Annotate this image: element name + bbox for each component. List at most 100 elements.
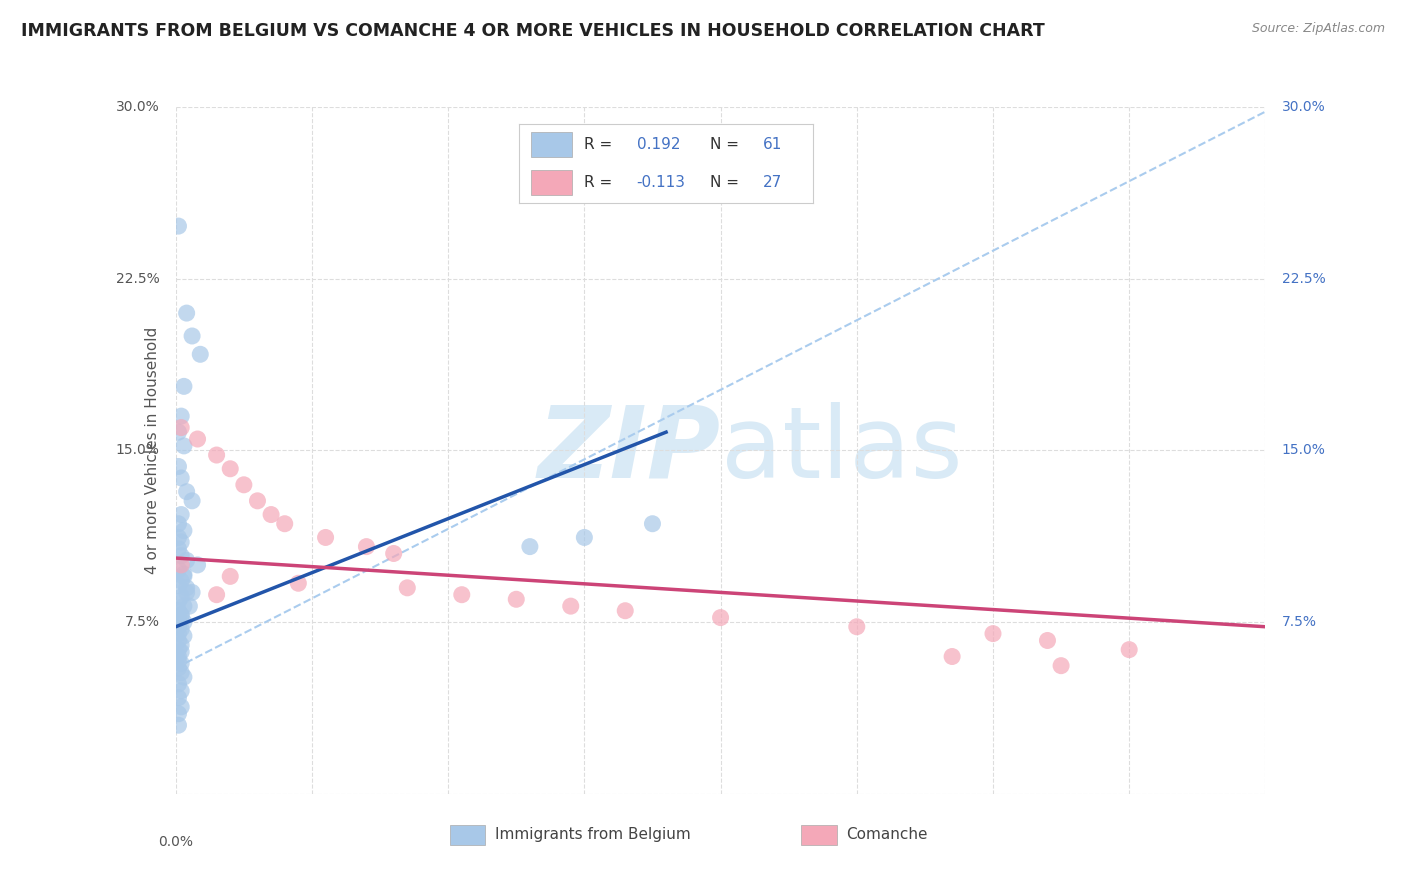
Point — [167, 706, 190, 721]
Point — [170, 549, 193, 563]
Point — [188, 347, 211, 361]
Point — [981, 626, 1004, 640]
Point — [167, 610, 190, 624]
Point — [170, 645, 193, 659]
Point — [170, 638, 193, 652]
Text: Immigrants from Belgium: Immigrants from Belgium — [495, 827, 690, 841]
Text: ZIP: ZIP — [537, 402, 721, 499]
Point — [176, 553, 198, 567]
Point — [167, 677, 190, 691]
Point — [167, 459, 190, 474]
Point — [219, 569, 242, 583]
Point — [505, 592, 527, 607]
Point — [173, 379, 195, 393]
Point — [246, 493, 269, 508]
Point — [315, 531, 337, 545]
Point — [1050, 658, 1073, 673]
Text: 15.0%: 15.0% — [115, 443, 159, 458]
Point — [167, 562, 190, 576]
Point — [170, 420, 193, 434]
Point — [274, 516, 297, 531]
Text: 30.0%: 30.0% — [1282, 100, 1326, 114]
Point — [173, 629, 195, 643]
Point — [614, 604, 637, 618]
Point — [170, 535, 193, 549]
Point — [356, 540, 378, 554]
Point — [173, 670, 195, 684]
Point — [176, 484, 198, 499]
Point — [173, 569, 195, 583]
Point — [167, 516, 190, 531]
Point — [167, 661, 190, 675]
Text: IMMIGRANTS FROM BELGIUM VS COMANCHE 4 OR MORE VEHICLES IN HOUSEHOLD CORRELATION : IMMIGRANTS FROM BELGIUM VS COMANCHE 4 OR… — [21, 22, 1045, 40]
Text: 22.5%: 22.5% — [115, 272, 159, 285]
Point — [170, 657, 193, 671]
Point — [167, 541, 190, 556]
Point — [186, 432, 209, 446]
Point — [170, 608, 193, 623]
Point — [232, 478, 254, 492]
Point — [167, 633, 190, 648]
Point — [450, 588, 472, 602]
Text: 0.0%: 0.0% — [159, 835, 193, 849]
Point — [181, 329, 204, 343]
Text: atlas: atlas — [721, 402, 962, 499]
Text: Comanche: Comanche — [846, 827, 928, 841]
Point — [167, 642, 190, 657]
Text: 7.5%: 7.5% — [124, 615, 159, 629]
Point — [167, 718, 190, 732]
Point — [574, 531, 596, 545]
Point — [170, 683, 193, 698]
Point — [170, 590, 193, 604]
Text: 7.5%: 7.5% — [1282, 615, 1317, 629]
Point — [176, 306, 198, 320]
Point — [641, 516, 664, 531]
Y-axis label: 4 or more Vehicles in Household: 4 or more Vehicles in Household — [145, 326, 160, 574]
Point — [173, 567, 195, 582]
Point — [167, 594, 190, 608]
Point — [205, 588, 228, 602]
Point — [170, 608, 193, 623]
Point — [941, 649, 963, 664]
Point — [519, 540, 541, 554]
Point — [167, 531, 190, 545]
Point — [173, 524, 195, 538]
Point — [170, 699, 193, 714]
Point — [167, 626, 190, 640]
Point — [170, 508, 193, 522]
Point — [170, 409, 193, 424]
Point — [173, 615, 195, 630]
Point — [181, 493, 204, 508]
Point — [167, 649, 190, 664]
Point — [382, 546, 405, 561]
Point — [1036, 633, 1059, 648]
Text: 30.0%: 30.0% — [115, 100, 159, 114]
Point — [205, 448, 228, 462]
Point — [710, 610, 733, 624]
Text: 22.5%: 22.5% — [1282, 272, 1326, 285]
Point — [176, 581, 198, 595]
Point — [396, 581, 419, 595]
Point — [170, 622, 193, 636]
Point — [167, 219, 190, 233]
Point — [167, 578, 190, 592]
Point — [186, 558, 209, 572]
Point — [219, 462, 242, 476]
Point — [170, 558, 193, 572]
Point — [1118, 642, 1140, 657]
Point — [560, 599, 582, 614]
Point — [287, 576, 309, 591]
Point — [179, 599, 201, 614]
Text: Source: ZipAtlas.com: Source: ZipAtlas.com — [1251, 22, 1385, 36]
Point — [167, 654, 190, 668]
Point — [167, 620, 190, 634]
Point — [260, 508, 283, 522]
Point — [170, 665, 193, 680]
Point — [170, 574, 193, 588]
Point — [845, 620, 868, 634]
Point — [181, 585, 204, 599]
Point — [176, 585, 198, 599]
Point — [167, 604, 190, 618]
Point — [173, 439, 195, 453]
Text: 15.0%: 15.0% — [1282, 443, 1326, 458]
